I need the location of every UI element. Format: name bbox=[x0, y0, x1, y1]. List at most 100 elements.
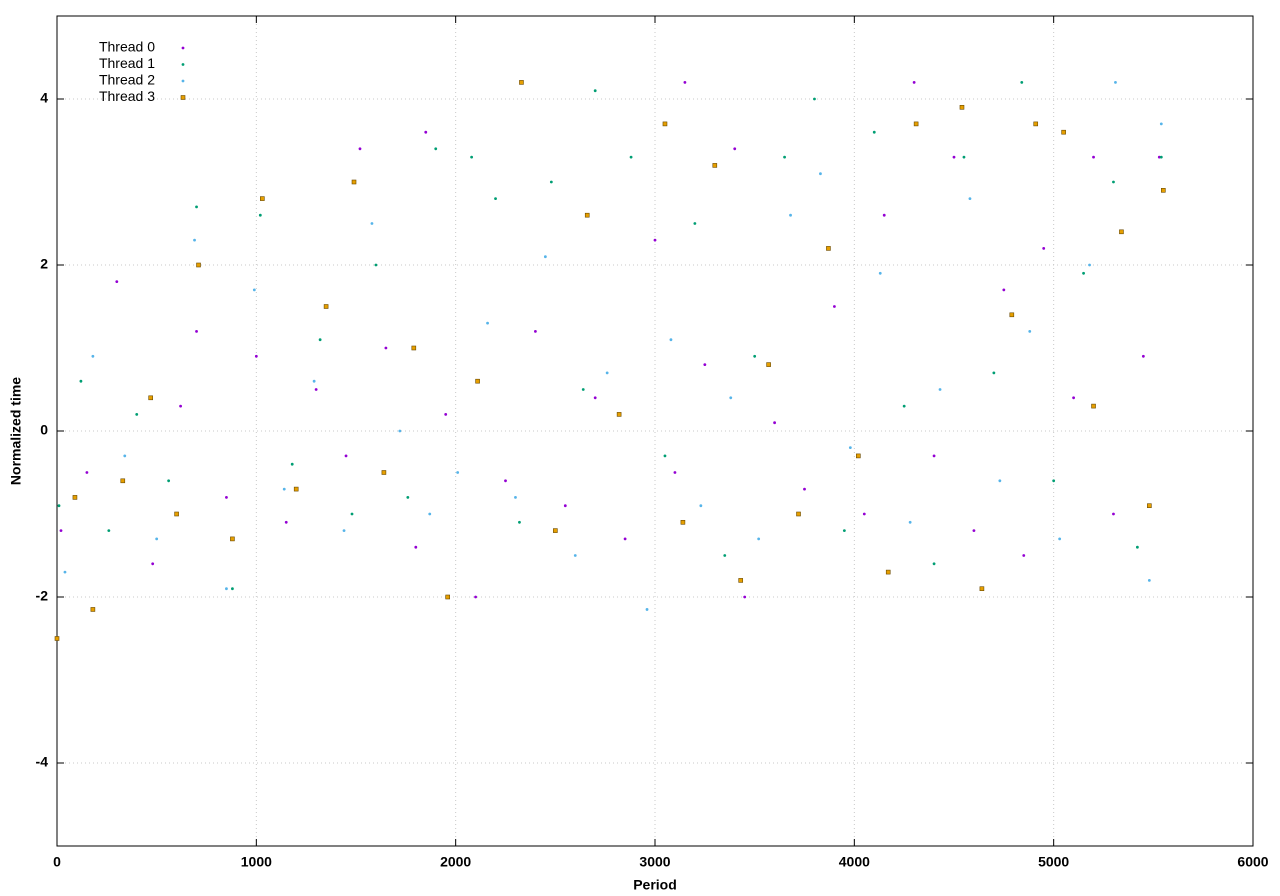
point bbox=[1119, 229, 1124, 235]
point bbox=[381, 470, 387, 475]
point bbox=[230, 536, 235, 542]
point bbox=[757, 537, 761, 541]
point bbox=[662, 121, 668, 127]
point bbox=[712, 163, 718, 168]
point bbox=[962, 155, 966, 159]
point bbox=[979, 586, 985, 592]
point bbox=[908, 520, 912, 524]
point bbox=[148, 395, 153, 401]
point bbox=[445, 594, 450, 600]
point bbox=[72, 495, 78, 500]
point bbox=[519, 80, 524, 85]
legend-label: Thread 2 bbox=[99, 72, 155, 88]
point bbox=[534, 330, 537, 333]
x-tick-label: 6000 bbox=[1237, 854, 1268, 870]
point bbox=[1161, 188, 1166, 193]
point bbox=[683, 81, 687, 84]
point bbox=[434, 147, 438, 151]
point bbox=[902, 404, 906, 408]
point bbox=[293, 486, 299, 492]
point bbox=[1020, 81, 1024, 84]
point bbox=[474, 595, 477, 599]
point bbox=[398, 429, 402, 433]
point bbox=[848, 446, 852, 449]
point bbox=[1058, 537, 1062, 541]
point bbox=[856, 453, 861, 459]
point bbox=[494, 197, 497, 201]
point bbox=[258, 213, 262, 217]
point bbox=[85, 471, 89, 474]
point bbox=[826, 246, 831, 251]
point bbox=[1112, 180, 1115, 184]
point bbox=[693, 222, 697, 225]
x-tick-label: 2000 bbox=[440, 854, 471, 870]
point bbox=[789, 213, 792, 217]
point bbox=[959, 105, 965, 110]
point bbox=[669, 338, 673, 342]
y-tick-label: 2 bbox=[40, 256, 48, 272]
point bbox=[314, 388, 318, 391]
point bbox=[584, 212, 590, 218]
point bbox=[318, 338, 322, 342]
point bbox=[729, 396, 733, 400]
point bbox=[766, 362, 771, 367]
point bbox=[563, 504, 567, 508]
legend-marker bbox=[181, 46, 185, 50]
point bbox=[878, 271, 882, 275]
point bbox=[1159, 155, 1163, 159]
x-axis-title: Period bbox=[633, 877, 677, 893]
point bbox=[882, 213, 886, 217]
y-tick-label: 0 bbox=[40, 422, 48, 438]
point bbox=[155, 537, 159, 541]
point bbox=[1009, 312, 1015, 318]
point bbox=[384, 346, 388, 350]
point bbox=[470, 155, 474, 159]
point bbox=[414, 545, 418, 549]
point bbox=[79, 379, 83, 383]
point bbox=[773, 421, 776, 425]
point bbox=[581, 388, 585, 391]
x-tick-label: 0 bbox=[53, 854, 61, 870]
point bbox=[1042, 247, 1046, 250]
point bbox=[703, 363, 707, 366]
point bbox=[424, 130, 428, 134]
point bbox=[151, 562, 155, 566]
point bbox=[428, 512, 432, 516]
point bbox=[54, 636, 60, 641]
point bbox=[1088, 263, 1091, 267]
point bbox=[605, 371, 609, 375]
point bbox=[813, 97, 816, 101]
point bbox=[738, 578, 744, 583]
point bbox=[90, 607, 96, 612]
point bbox=[885, 569, 891, 575]
legend-label: Thread 0 bbox=[99, 39, 155, 55]
x-tick-label: 1000 bbox=[241, 854, 272, 870]
point bbox=[195, 205, 198, 209]
point bbox=[912, 81, 916, 84]
point bbox=[653, 238, 657, 242]
point bbox=[913, 121, 919, 127]
point bbox=[344, 454, 348, 458]
point bbox=[254, 354, 258, 358]
point bbox=[312, 379, 316, 383]
point bbox=[444, 413, 448, 416]
point bbox=[733, 147, 737, 151]
point bbox=[872, 130, 876, 134]
point bbox=[952, 155, 956, 159]
point bbox=[992, 371, 996, 375]
x-tick-label: 5000 bbox=[1038, 854, 1069, 870]
point bbox=[573, 554, 577, 557]
legend-marker bbox=[181, 63, 185, 66]
point bbox=[1135, 545, 1139, 549]
point bbox=[1147, 503, 1152, 509]
point bbox=[723, 554, 727, 557]
legend-marker bbox=[180, 95, 186, 100]
y-tick-label: -4 bbox=[36, 754, 49, 770]
point bbox=[120, 478, 126, 484]
point bbox=[456, 471, 460, 474]
point bbox=[475, 378, 480, 384]
point bbox=[1157, 155, 1161, 159]
point bbox=[115, 280, 119, 283]
point bbox=[593, 396, 597, 400]
